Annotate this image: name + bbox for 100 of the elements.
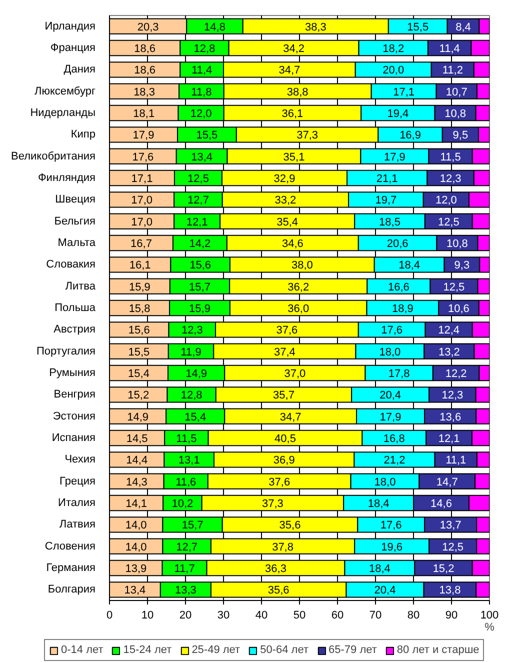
legend-label: 80 лет и старше xyxy=(396,644,480,656)
data-label: 37,0 xyxy=(284,368,306,380)
x-tick-label: 90 xyxy=(445,610,458,622)
data-label: 19,4 xyxy=(387,108,409,120)
x-tick-label: 60 xyxy=(331,610,344,622)
y-tick-label: Италия xyxy=(58,497,96,509)
y-tick-label: Дания xyxy=(64,64,96,76)
data-label: 10,2 xyxy=(172,498,194,510)
data-label: 32,9 xyxy=(274,173,296,185)
x-tick-label: 80 xyxy=(407,610,420,622)
data-label: 8,4 xyxy=(456,21,471,34)
data-label: 11,6 xyxy=(176,476,196,488)
data-label: 36,0 xyxy=(288,303,310,315)
data-label: 15,9 xyxy=(129,281,150,294)
data-label: 11,2 xyxy=(442,64,463,77)
data-label: 20,6 xyxy=(386,238,408,250)
y-tick-label: Чехия xyxy=(64,454,96,466)
data-label: 12,3 xyxy=(442,390,464,402)
data-label: 14,7 xyxy=(436,476,458,488)
data-label: 15,4 xyxy=(128,368,150,380)
y-tick-label: Кипр xyxy=(70,128,96,141)
data-label: 15,6 xyxy=(190,260,212,272)
y-tick-label: Великобритания xyxy=(11,150,96,162)
data-label: 12,8 xyxy=(180,390,202,402)
y-tick-label: Швеция xyxy=(55,194,96,206)
data-label: 14,0 xyxy=(125,520,147,532)
data-label: 13,6 xyxy=(440,411,462,424)
data-label: 18,4 xyxy=(398,260,420,272)
legend-label: 0-14 лет xyxy=(61,644,104,656)
data-label: 16,7 xyxy=(130,238,152,250)
data-label: 15,6 xyxy=(128,324,150,337)
data-label: 12,1 xyxy=(438,433,460,445)
data-label: 18,2 xyxy=(382,43,404,55)
y-tick-label: Болгария xyxy=(48,584,96,596)
data-label: 38,3 xyxy=(304,21,326,34)
data-label: 11,7 xyxy=(174,563,195,575)
data-label: 16,6 xyxy=(388,281,410,294)
data-label: 34,6 xyxy=(282,238,304,250)
data-label: 10,8 xyxy=(444,108,466,120)
data-label: 17,0 xyxy=(131,194,153,207)
data-label: 12,5 xyxy=(442,541,464,554)
data-label: 21,2 xyxy=(384,454,406,467)
data-label: 36,2 xyxy=(288,281,310,294)
data-label: 38,8 xyxy=(286,86,308,98)
data-label: 18,4 xyxy=(368,563,390,575)
y-tick-label: Эстония xyxy=(52,410,96,422)
x-tick-label: 50 xyxy=(293,610,306,622)
data-label: 11,1 xyxy=(446,454,466,467)
x-tick-label: 30 xyxy=(217,610,230,622)
x-axis-title: % xyxy=(484,622,495,634)
data-label: 14,4 xyxy=(126,454,148,467)
data-label: 15,5 xyxy=(128,346,150,358)
data-label: 13,3 xyxy=(174,584,196,597)
data-label: 14,5 xyxy=(126,433,148,445)
data-label: 38,0 xyxy=(291,260,313,272)
data-label: 17,1 xyxy=(131,173,153,185)
data-label: 13,4 xyxy=(191,151,213,164)
y-tick-label: Ирландия xyxy=(44,20,96,32)
data-label: 35,6 xyxy=(279,520,301,532)
data-label: 17,9 xyxy=(380,411,402,424)
data-label: 21,1 xyxy=(376,173,398,185)
y-tick-label: Словакия xyxy=(46,258,96,271)
data-label: 35,1 xyxy=(283,151,305,164)
data-label: 37,3 xyxy=(262,498,284,510)
data-label: 34,7 xyxy=(278,64,300,77)
data-label: 15,8 xyxy=(128,303,150,315)
y-tick-label: Финляндия xyxy=(38,172,96,184)
data-label: 10,6 xyxy=(448,303,470,315)
data-label: 37,4 xyxy=(274,346,296,358)
data-label: 40,5 xyxy=(274,433,296,445)
y-tick-label: Литва xyxy=(65,280,96,292)
data-label: 18,1 xyxy=(133,108,155,120)
data-label: 37,6 xyxy=(276,324,298,337)
data-label: 12,5 xyxy=(188,173,209,185)
data-label: 11,4 xyxy=(192,64,212,77)
x-tick-label: 70 xyxy=(369,610,382,622)
data-label: 20,0 xyxy=(382,64,404,77)
y-tick-label: Мальта xyxy=(58,237,96,249)
y-tick-label: Бельгия xyxy=(54,215,96,228)
data-label: 15,7 xyxy=(182,520,204,532)
data-label: 13,8 xyxy=(439,584,461,597)
data-label: 16,9 xyxy=(400,130,421,142)
data-label: 15,5 xyxy=(407,21,429,34)
data-label: 12,5 xyxy=(443,281,465,294)
data-label: 15,7 xyxy=(189,281,210,294)
data-label: 18,0 xyxy=(379,346,401,358)
data-label: 15,2 xyxy=(128,390,150,402)
data-label: 13,1 xyxy=(178,454,200,467)
data-label: 11,5 xyxy=(176,433,197,445)
data-label: 19,7 xyxy=(375,194,397,207)
data-label: 17,9 xyxy=(132,130,154,142)
y-tick-label: Германия xyxy=(46,562,96,574)
data-label: 15,9 xyxy=(189,303,210,315)
x-tick-label: 10 xyxy=(141,610,154,622)
data-label: 12,1 xyxy=(186,216,208,228)
data-label: 10,8 xyxy=(446,238,468,250)
data-label: 12,3 xyxy=(181,324,203,337)
data-label: 36,1 xyxy=(282,108,304,120)
legend-label: 50-64 лет xyxy=(260,644,308,656)
y-tick-label: Люксембург xyxy=(34,85,96,98)
